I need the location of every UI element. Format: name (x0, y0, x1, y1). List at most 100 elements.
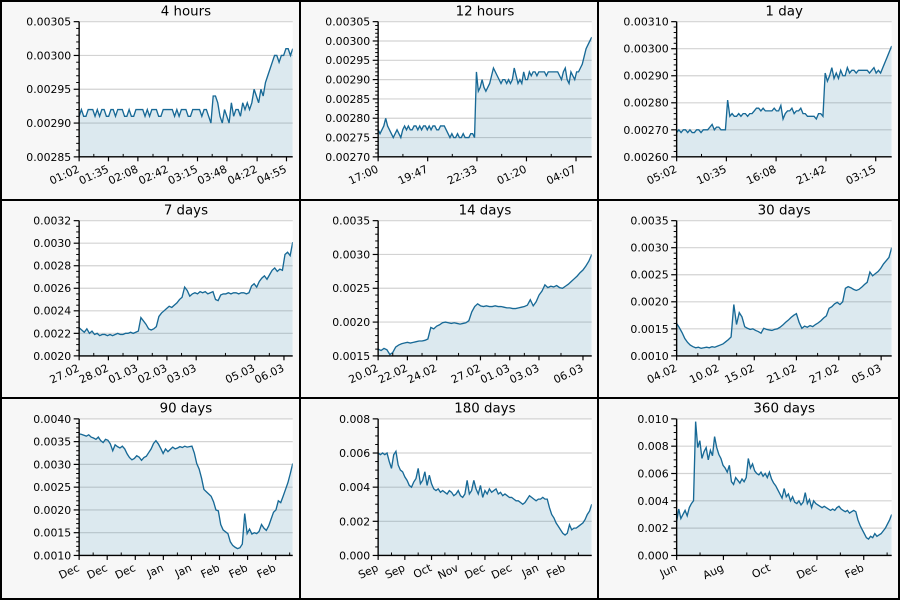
y-tick-label: 0.0035 (33, 436, 71, 449)
x-tick-label: Dec (113, 562, 138, 583)
y-tick-label: 0.0030 (332, 248, 370, 261)
x-tick-label: Dec (85, 562, 110, 583)
y-tick-label: 0.0020 (631, 295, 669, 308)
chart-panel-12-hours: 0.00270 0.00275 0.00280 0.00285 0.00290 0.002… (300, 2, 600, 201)
y-tick-label: 0.0026 (33, 282, 71, 295)
x-tick-label: 03:15 (844, 163, 878, 188)
x-tick-label: Dec (57, 562, 82, 583)
y-tick-label: 0.002 (339, 516, 370, 529)
x-tick-label: 19:47 (396, 163, 430, 188)
x-tick-label: Dec (795, 562, 820, 583)
y-tick-label: 0.0020 (33, 504, 71, 517)
y-tick-label: 0.00290 (26, 117, 71, 130)
price-line (79, 433, 293, 550)
chart-panel-7-days: 0.0020 0.0022 0.0024 0.0026 0.0028 0.0030 0.00… (2, 200, 301, 400)
x-tick-label: 24.02 (405, 361, 439, 386)
x-tick-label: Sep (383, 562, 407, 583)
x-tick-label: 27.02 (807, 361, 841, 386)
x-tick-label: Feb (843, 562, 866, 582)
chart-panel-14-days: 0.0015 0.0020 0.0025 0.0030 0.0035 20.02 22.02… (300, 200, 600, 400)
y-tick-label: 0.006 (638, 468, 669, 481)
chart-canvas: 0.00150.00200.00250.00300.003520.0222.02… (332, 203, 592, 386)
y-tick-label: 0.0032 (33, 214, 71, 227)
chart-title: 30 days (758, 203, 811, 218)
y-tick-label: 0.00260 (624, 151, 669, 164)
price-line (377, 36, 592, 140)
price-area (676, 247, 893, 356)
x-tick-label: Feb (255, 562, 278, 582)
y-tick-label: 0.0028 (33, 259, 71, 272)
price-area (79, 241, 293, 356)
y-tick-label: 0.00275 (325, 132, 370, 145)
y-tick-label: 0.0010 (33, 550, 71, 563)
y-tick-label: 0.00305 (26, 16, 71, 29)
y-tick-label: 0.008 (339, 413, 370, 426)
y-tick-label: 0.010 (638, 413, 669, 426)
y-tick-label: 0.00280 (624, 97, 669, 110)
y-tick-label: 0.0020 (332, 316, 370, 329)
price-line (377, 449, 592, 537)
y-tick-label: 0.0015 (33, 527, 71, 540)
y-tick-label: 0.00305 (325, 16, 370, 29)
y-tick-label: 0.00290 (325, 74, 370, 87)
chart-canvas: 0.002850.002900.002950.003000.0030501:02… (26, 4, 293, 188)
y-tick-label: 0.002 (638, 522, 669, 535)
y-tick-label: 0.0040 (33, 413, 71, 426)
price-area (377, 37, 592, 157)
price-line (79, 48, 293, 124)
x-tick-label: Dec (462, 562, 487, 583)
x-tick-label: 02:08 (106, 163, 140, 188)
x-tick-label: 10.02 (688, 361, 722, 386)
price-area (79, 434, 293, 556)
y-tick-label: 0.00295 (26, 83, 71, 96)
y-tick-label: 0.006 (339, 447, 370, 460)
y-tick-label: 0.0025 (332, 282, 370, 295)
x-tick-label: 16:08 (745, 163, 779, 188)
price-line (676, 421, 893, 541)
x-tick-label: 21:42 (794, 163, 828, 188)
price-line (79, 241, 293, 337)
x-tick-label: 05:02 (645, 163, 679, 188)
x-tick-label: Jan (519, 562, 541, 581)
x-tick-label: Oct (750, 561, 773, 581)
x-tick-label: Sep (356, 562, 380, 583)
y-tick-label: 0.004 (638, 495, 669, 508)
chart-title: 90 days (160, 402, 213, 417)
chart-canvas: 0.000 0.002 0.004 0.006 0.008 0.010 Jun Aug Oct D… (638, 402, 893, 583)
price-line (676, 45, 893, 134)
price-area (377, 254, 592, 356)
x-tick-label: 22:33 (445, 163, 479, 188)
chart-canvas: 0.0020 0.0022 0.0024 0.0026 0.0028 0.0030 0.00… (33, 203, 293, 386)
chart-panel-1-day: 0.00260 0.00270 0.00280 0.00290 0.00300 0.003… (599, 2, 898, 201)
x-tick-label: Feb (544, 562, 567, 582)
y-tick-label: 0.0010 (631, 350, 669, 363)
x-tick-label: 03:48 (195, 163, 229, 188)
y-tick-label: 0.0020 (33, 349, 71, 362)
y-tick-label: 0.00300 (624, 43, 669, 56)
chart-canvas: 0.0010 0.0015 0.0020 0.0025 0.0030 0.0035 0.00… (33, 402, 293, 583)
x-tick-label: 06.03 (253, 361, 287, 386)
chart-title: 180 days (454, 402, 515, 417)
x-tick-label: Jun (657, 562, 679, 581)
chart-title: 360 days (754, 402, 816, 417)
chart-panel-90-days: 0.0010 0.0015 0.0020 0.0025 0.0030 0.0035 0.00… (2, 399, 301, 598)
price-area (79, 48, 293, 157)
x-tick-label: 04.02 (645, 361, 679, 386)
x-tick-label: 06.03 (551, 361, 585, 386)
y-tick-label: 0.0025 (631, 268, 669, 281)
x-tick-label: 21.02 (765, 361, 799, 386)
price-area (377, 451, 592, 556)
chart-panel-180-days: 0.000 0.002 0.004 0.006 0.008 Sep Sep Oct Nov Dec… (300, 399, 600, 598)
y-tick-label: 0.000 (638, 550, 669, 563)
y-tick-label: 0.00310 (624, 16, 669, 29)
chart-canvas: 0.0010 0.0015 0.0020 0.0025 0.0030 0.0035 04.0… (631, 203, 893, 386)
y-tick-label: 0.008 (638, 440, 669, 453)
x-tick-label: 10:35 (695, 163, 729, 188)
x-tick-label: Feb (199, 562, 222, 582)
y-tick-label: 0.0015 (332, 349, 370, 362)
price-line (377, 253, 592, 356)
x-tick-label: 17:00 (346, 163, 380, 188)
y-tick-label: 0.00280 (325, 112, 370, 125)
